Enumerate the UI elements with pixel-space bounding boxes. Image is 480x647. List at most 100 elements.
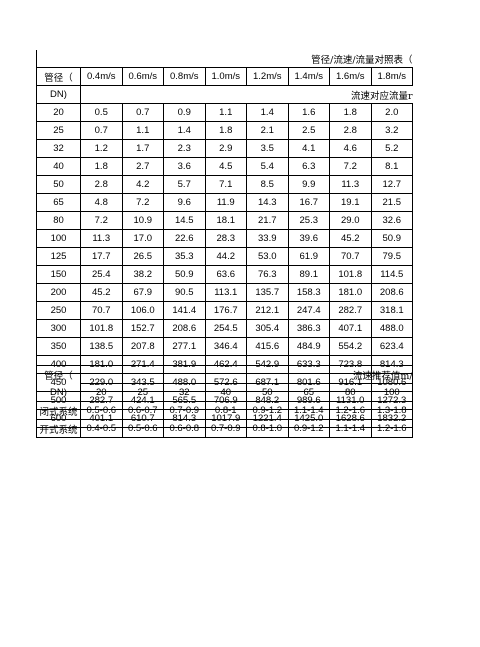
table-row: 65 4.8 7.2 9.6 11.9 14.3 16.7 19.1 21.5 (36, 193, 414, 212)
flow-value-cell: 12.7 (370, 175, 414, 194)
table-row: 350 138.5 207.8 277.1 346.4 415.6 484.9 554.2 62… (36, 337, 414, 356)
dn-cell: 300 (36, 319, 81, 338)
flow-value-cell: 29.0 (329, 211, 372, 230)
dn-cell: 80 (36, 211, 81, 230)
flow-value-cell: 39.6 (287, 229, 330, 248)
flow-value-cell: 207.8 (121, 337, 164, 356)
flow-value-cell: 44.2 (204, 247, 247, 266)
table-row: 250 70.7 106.0 141.4 176.7 212.1 247.4 282.7 318… (36, 301, 414, 320)
velocity-range-cell: 1.1-1.4 (329, 419, 372, 438)
velocity-range-cell: 0.6-0.8 (163, 419, 206, 438)
flow-value-cell: 35.3 (163, 247, 206, 266)
flow-value-cell: 16.7 (287, 193, 330, 212)
flow-value-cell: 21.5 (370, 193, 414, 212)
flow-value-cell: 208.6 (370, 283, 414, 302)
system-label: 开式系统 (36, 419, 81, 438)
title-spacer (36, 50, 81, 68)
flow-value-cell: 212.1 (246, 301, 289, 320)
flow-value-cell: 45.2 (80, 283, 123, 302)
recommend-table-body: 闭式系统 0.5-0.6 0.6-0.7 0.7-0.9 0.8-1 0.9-1.2 1.1… (36, 401, 414, 438)
velocity-header: 1.6m/s (329, 67, 372, 86)
dn-cell: 25 (121, 383, 164, 402)
dn-cell: 150 (36, 265, 81, 284)
flow-value-cell: 1.4 (246, 103, 289, 122)
table-row: 50 2.8 4.2 5.7 7.1 8.5 9.9 11.3 12.7 (36, 175, 414, 194)
flow-value-cell: 554.2 (329, 337, 372, 356)
flow-value-cell: 1.1 (121, 121, 164, 140)
table-title-row: 管径/流速/流量对照表（ (36, 50, 413, 68)
dn-cell: 40 (204, 383, 247, 402)
flow-value-cell: 45.2 (329, 229, 372, 248)
flow-value-cell: 11.3 (80, 229, 123, 248)
flow-value-cell: 11.9 (204, 193, 247, 212)
flow-value-cell: 1.1 (204, 103, 247, 122)
flow-value-cell: 158.3 (287, 283, 330, 302)
velocity-range-cell: 0.5-0.6 (80, 401, 123, 420)
flow-value-cell: 5.4 (246, 157, 289, 176)
velocity-header: 1.2m/s (246, 67, 289, 86)
flow-value-cell: 70.7 (80, 301, 123, 320)
flow-value-cell: 2.7 (121, 157, 164, 176)
flow-value-cell: 152.7 (121, 319, 164, 338)
flow-value-cell: 7.2 (121, 193, 164, 212)
flow-value-cell: 19.1 (329, 193, 372, 212)
flow-value-cell: 63.6 (204, 265, 247, 284)
velocity-header: 0.8m/s (163, 67, 206, 86)
flow-value-cell: 318.1 (370, 301, 414, 320)
flow-value-cell: 90.5 (163, 283, 206, 302)
flow-value-cell: 2.8 (329, 121, 372, 140)
flow-value-cell: 14.3 (246, 193, 289, 212)
flow-table: 管径/流速/流量对照表（ 管径（ 0.4m/s 0.6m/s 0.8m/s 1.… (36, 50, 414, 428)
flow-value-cell: 0.7 (121, 103, 164, 122)
flow-value-cell: 25.3 (287, 211, 330, 230)
flow-value-cell: 277.1 (163, 337, 206, 356)
dn-cell: 50 (246, 383, 289, 402)
flow-value-cell: 106.0 (121, 301, 164, 320)
velocity-header: 1.4m/s (287, 67, 330, 86)
table-row: 200 45.2 67.9 90.5 113.1 135.7 158.3 181.0 208.6 (36, 283, 414, 302)
flow-value-cell: 67.9 (121, 283, 164, 302)
flow-value-cell: 2.3 (163, 139, 206, 158)
flow-value-cell: 0.7 (80, 121, 123, 140)
flow-value-cell: 1.8 (204, 121, 247, 140)
velocity-range-cell: 0.4-0.5 (80, 419, 123, 438)
velocity-range-cell: 0.9-1.2 (287, 419, 330, 438)
table-row: 400 181.0 271.4 381.9 462.4 542.9 633.3 723.8 81… (36, 355, 414, 374)
flow-value-cell: 9.9 (287, 175, 330, 194)
flow-value-cell: 141.4 (163, 301, 206, 320)
flow-value-cell: 8.5 (246, 175, 289, 194)
flow-value-cell: 138.5 (80, 337, 123, 356)
flow-value-cell: 208.6 (163, 319, 206, 338)
flow-value-cell: 14.5 (163, 211, 206, 230)
flow-value-cell: 488.0 (370, 319, 414, 338)
flow-value-cell: 7.1 (204, 175, 247, 194)
velocity-range-cell: 0.9-1.2 (246, 401, 289, 420)
flow-value-cell: 3.5 (246, 139, 289, 158)
flow-value-cell: 3.6 (163, 157, 206, 176)
flow-value-cell: 1.6 (287, 103, 330, 122)
velocity-range-cell: 1.3-1.8 (370, 401, 414, 420)
flow-value-cell: 53.0 (246, 247, 289, 266)
flow-value-cell: 1.7 (121, 139, 164, 158)
velocity-header: 1.0m/s (204, 67, 247, 86)
flow-value-cell: 2.8 (80, 175, 123, 194)
velocity-range-cell: 1.1-1.4 (287, 401, 330, 420)
velocity-range-cell: 1.2-1.6 (329, 401, 372, 420)
table-row: 125 17.7 26.5 35.3 44.2 53.0 61.9 70.7 79.5 (36, 247, 414, 266)
flow-value-cell: 38.2 (121, 265, 164, 284)
flow-value-cell: 1.4 (163, 121, 206, 140)
flow-caption: 流速对应流量r (79, 85, 413, 104)
velocity-header-row: 管径（ 0.4m/s 0.6m/s 0.8m/s 1.0m/s 1.2m/s 1… (36, 67, 414, 86)
flow-value-cell: 4.6 (329, 139, 372, 158)
table-row: 20 0.5 0.7 0.9 1.1 1.4 1.6 1.8 2.0 (36, 103, 414, 122)
flow-value-cell: 28.3 (204, 229, 247, 248)
dn-cell: 80 (329, 383, 372, 402)
flow-value-cell: 282.7 (329, 301, 372, 320)
flow-value-cell: 6.3 (287, 157, 330, 176)
flow-value-cell: 3.2 (370, 121, 414, 140)
flow-value-cell: 4.2 (121, 175, 164, 194)
flow-value-cell: 135.7 (246, 283, 289, 302)
flow-value-cell: 25.4 (80, 265, 123, 284)
flow-value-cell: 2.9 (204, 139, 247, 158)
velocity-range-cell: 0.8-1 (204, 401, 247, 420)
